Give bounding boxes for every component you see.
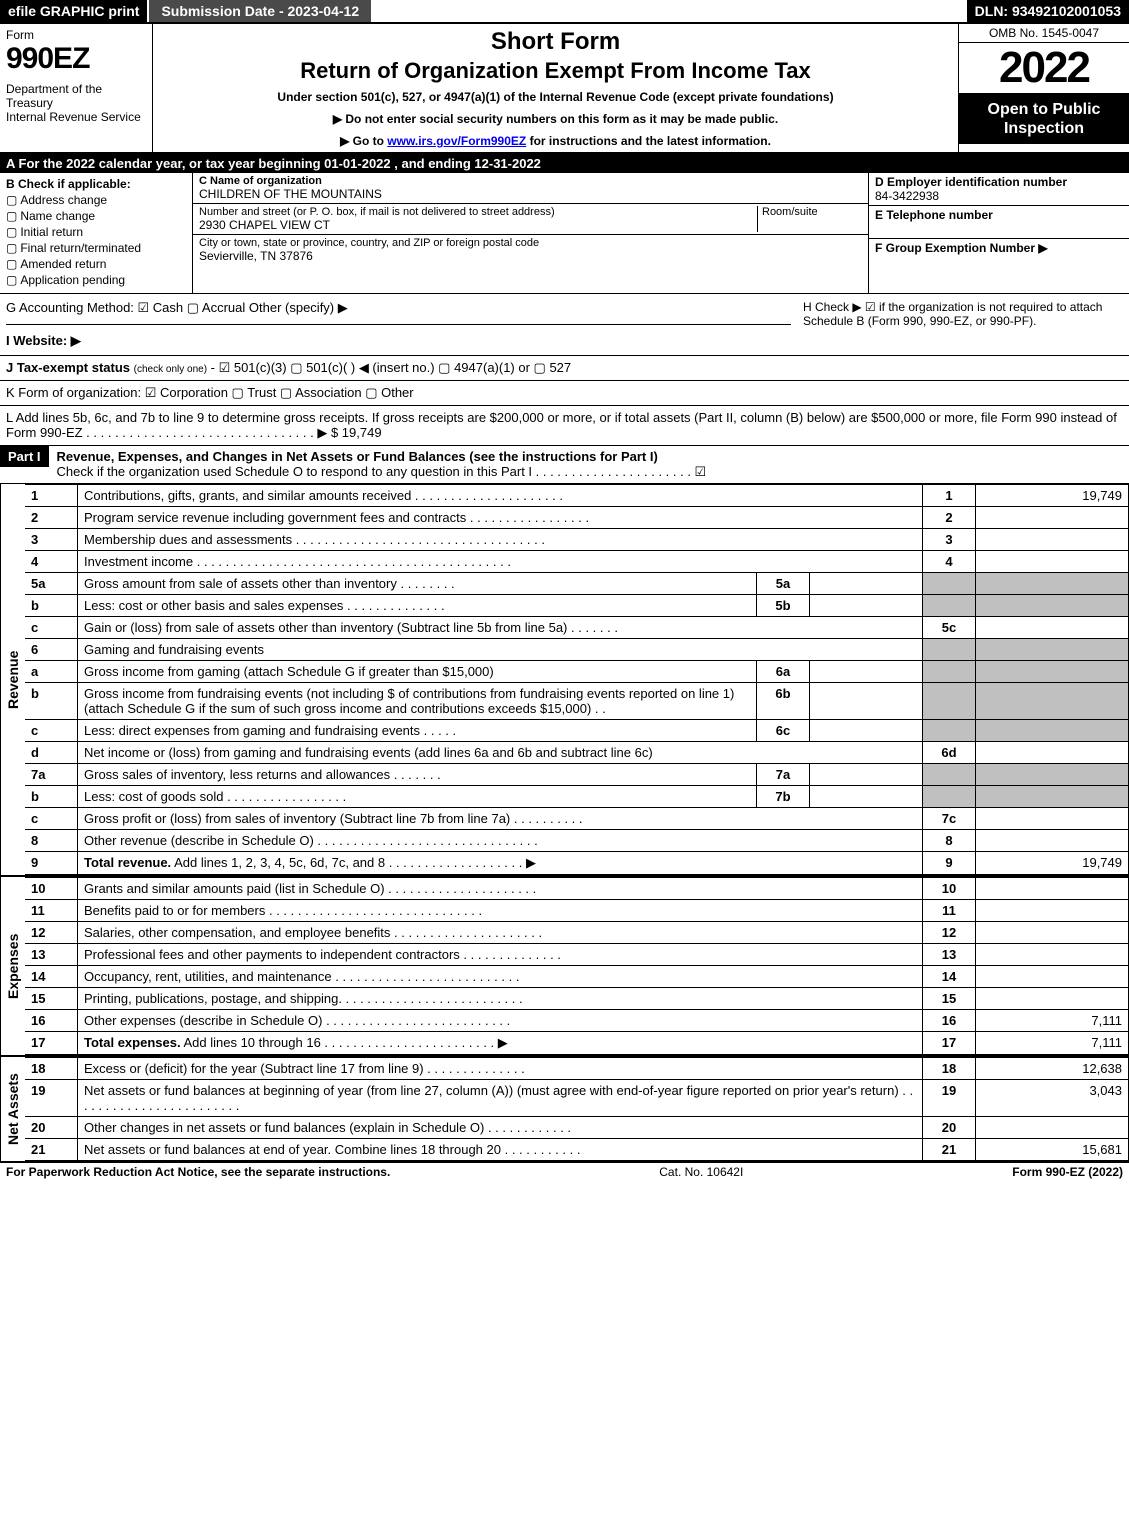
ein-value: 84-3422938 xyxy=(875,189,1123,203)
org-name-row: C Name of organization CHILDREN OF THE M… xyxy=(193,173,868,204)
h-side: H Check ▶ ☑ if the organization is not r… xyxy=(797,294,1129,355)
efile-label[interactable]: efile GRAPHIC print xyxy=(0,0,147,22)
netassets-block: Net Assets 18Excess or (deficit) for the… xyxy=(0,1057,1129,1163)
short-form-title: Short Form xyxy=(159,28,952,56)
footer-left: For Paperwork Reduction Act Notice, see … xyxy=(6,1165,390,1179)
chk-amended-return[interactable]: Amended return xyxy=(6,257,186,271)
revenue-block: Revenue 1Contributions, gifts, grants, a… xyxy=(0,484,1129,877)
tax-year: 2022 xyxy=(959,43,1129,94)
website-row: I Website: ▶ xyxy=(6,333,791,349)
expenses-block: Expenses 10Grants and similar amounts pa… xyxy=(0,877,1129,1057)
part1-check: Check if the organization used Schedule … xyxy=(57,464,707,479)
chk-address-change[interactable]: Address change xyxy=(6,193,186,207)
revenue-table: 1Contributions, gifts, grants, and simil… xyxy=(25,484,1129,875)
submission-date: Submission Date - 2023-04-12 xyxy=(149,0,371,22)
top-bar: efile GRAPHIC print Submission Date - 20… xyxy=(0,0,1129,24)
vtab-netassets: Net Assets xyxy=(0,1057,25,1161)
chk-final-return[interactable]: Final return/terminated xyxy=(6,241,186,255)
chk-application-pending[interactable]: Application pending xyxy=(6,273,186,287)
block-bc: B Check if applicable: Address change Na… xyxy=(0,173,1129,294)
g-side: G Accounting Method: ☑ Cash ▢ Accrual Ot… xyxy=(0,294,797,355)
row-j: J Tax-exempt status (check only one) - ☑… xyxy=(0,356,1129,381)
form-title: Return of Organization Exempt From Incom… xyxy=(159,58,952,84)
irs-link[interactable]: www.irs.gov/Form990EZ xyxy=(387,134,526,148)
row-k: K Form of organization: ☑ Corporation ▢ … xyxy=(0,381,1129,406)
part1-title: Revenue, Expenses, and Changes in Net As… xyxy=(57,449,658,464)
room-label: Room/suite xyxy=(762,206,862,218)
form-subtitle: Under section 501(c), 527, or 4947(a)(1)… xyxy=(159,90,952,104)
omb-number: OMB No. 1545-0047 xyxy=(959,24,1129,43)
phone-row: E Telephone number xyxy=(869,206,1129,239)
row-l: L Add lines 5b, 6c, and 7b to line 9 to … xyxy=(0,406,1129,446)
c-label-city: City or town, state or province, country… xyxy=(199,237,862,249)
header-left: Form 990EZ Department of the Treasury In… xyxy=(0,24,153,152)
form-word: Form xyxy=(6,28,146,42)
dln-label: DLN: 93492102001053 xyxy=(967,0,1129,22)
header-right: OMB No. 1545-0047 2022 Open to Public In… xyxy=(958,24,1129,152)
department-label: Department of the Treasury Internal Reve… xyxy=(6,82,146,124)
vtab-expenses: Expenses xyxy=(0,877,25,1055)
part1-header-row: Part I Revenue, Expenses, and Changes in… xyxy=(0,446,1129,484)
form-number: 990EZ xyxy=(6,42,146,76)
footer-right: Form 990-EZ (2022) xyxy=(1012,1165,1123,1179)
d-label: D Employer identification number xyxy=(875,175,1123,189)
ein-row: D Employer identification number 84-3422… xyxy=(869,173,1129,206)
org-city: Sevierville, TN 37876 xyxy=(199,249,862,263)
footer: For Paperwork Reduction Act Notice, see … xyxy=(0,1163,1129,1181)
org-addr-row: Number and street (or P. O. box, if mail… xyxy=(193,204,868,235)
footer-mid: Cat. No. 10642I xyxy=(659,1165,743,1179)
org-addr: 2930 CHAPEL VIEW CT xyxy=(199,218,757,232)
form-header: Form 990EZ Department of the Treasury In… xyxy=(0,24,1129,154)
header-center: Short Form Return of Organization Exempt… xyxy=(153,24,958,152)
expenses-table: 10Grants and similar amounts paid (list … xyxy=(25,877,1129,1055)
f-label: F Group Exemption Number ▶ xyxy=(875,241,1123,255)
netassets-table: 18Excess or (deficit) for the year (Subt… xyxy=(25,1057,1129,1161)
part1-tab: Part I xyxy=(0,446,49,467)
chk-initial-return[interactable]: Initial return xyxy=(6,225,186,239)
section-a: A For the 2022 calendar year, or tax yea… xyxy=(0,154,1129,173)
row-gh: G Accounting Method: ☑ Cash ▢ Accrual Ot… xyxy=(0,294,1129,356)
column-de: D Employer identification number 84-3422… xyxy=(868,173,1129,293)
instruction-1: ▶ Do not enter social security numbers o… xyxy=(159,112,952,126)
group-row: F Group Exemption Number ▶ xyxy=(869,239,1129,271)
column-c: C Name of organization CHILDREN OF THE M… xyxy=(193,173,868,293)
vtab-revenue: Revenue xyxy=(0,484,25,875)
column-b: B Check if applicable: Address change Na… xyxy=(0,173,193,293)
chk-name-change[interactable]: Name change xyxy=(6,209,186,223)
open-inspection: Open to Public Inspection xyxy=(959,94,1129,144)
org-name: CHILDREN OF THE MOUNTAINS xyxy=(199,187,862,201)
org-city-row: City or town, state or province, country… xyxy=(193,235,868,265)
b-title: B Check if applicable: xyxy=(6,177,186,191)
c-label-name: C Name of organization xyxy=(199,175,862,187)
accounting-method: G Accounting Method: ☑ Cash ▢ Accrual Ot… xyxy=(6,300,791,325)
instruction-2: ▶ Go to www.irs.gov/Form990EZ for instru… xyxy=(159,134,952,148)
c-label-addr: Number and street (or P. O. box, if mail… xyxy=(199,206,757,218)
e-label: E Telephone number xyxy=(875,208,1123,222)
